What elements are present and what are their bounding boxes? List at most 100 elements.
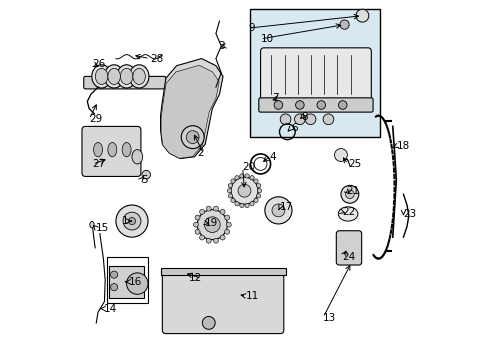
Circle shape	[323, 114, 333, 125]
Circle shape	[110, 284, 118, 291]
Text: 25: 25	[347, 159, 361, 169]
Circle shape	[234, 202, 239, 206]
Circle shape	[142, 170, 150, 179]
Ellipse shape	[93, 143, 102, 157]
Circle shape	[234, 176, 239, 180]
Circle shape	[126, 273, 148, 294]
Text: 19: 19	[205, 218, 218, 228]
FancyBboxPatch shape	[260, 48, 370, 105]
Ellipse shape	[120, 68, 133, 85]
Circle shape	[226, 222, 231, 227]
Circle shape	[227, 189, 231, 193]
Ellipse shape	[133, 68, 145, 85]
Circle shape	[253, 198, 258, 203]
Circle shape	[305, 114, 315, 125]
Circle shape	[334, 149, 346, 161]
Circle shape	[345, 190, 353, 199]
Text: 24: 24	[342, 252, 355, 262]
Text: 13: 13	[323, 312, 336, 323]
Circle shape	[206, 238, 211, 243]
Circle shape	[295, 101, 304, 109]
Circle shape	[181, 126, 203, 149]
Circle shape	[230, 179, 235, 183]
Circle shape	[199, 235, 204, 240]
Text: 23: 23	[403, 209, 416, 219]
Polygon shape	[160, 59, 223, 158]
Circle shape	[193, 222, 198, 227]
Text: 21: 21	[346, 186, 359, 196]
Text: 26: 26	[93, 59, 106, 69]
Circle shape	[195, 229, 200, 234]
Text: 14: 14	[103, 303, 117, 314]
Circle shape	[271, 204, 285, 217]
Circle shape	[228, 184, 232, 188]
Circle shape	[195, 215, 200, 220]
Text: 16: 16	[128, 277, 142, 287]
Circle shape	[206, 206, 211, 211]
Circle shape	[244, 203, 249, 208]
Circle shape	[238, 184, 250, 197]
Circle shape	[110, 271, 118, 278]
Circle shape	[316, 101, 325, 109]
Circle shape	[274, 101, 282, 109]
Ellipse shape	[95, 68, 108, 85]
Ellipse shape	[117, 65, 136, 88]
Bar	[107, 257, 148, 303]
Text: 3: 3	[218, 41, 224, 51]
Text: 9: 9	[247, 23, 254, 33]
Circle shape	[123, 212, 141, 230]
Ellipse shape	[122, 143, 131, 157]
Text: 28: 28	[149, 54, 163, 64]
Text: 7: 7	[271, 93, 278, 103]
Ellipse shape	[90, 221, 94, 228]
Circle shape	[239, 174, 244, 178]
Circle shape	[230, 198, 235, 203]
Text: 12: 12	[188, 273, 201, 283]
Ellipse shape	[108, 143, 117, 157]
FancyBboxPatch shape	[258, 98, 372, 112]
Circle shape	[224, 215, 229, 220]
Circle shape	[338, 101, 346, 109]
Bar	[249, 9, 380, 137]
Circle shape	[202, 316, 215, 329]
Ellipse shape	[338, 207, 357, 221]
Ellipse shape	[104, 65, 123, 88]
Text: 4: 4	[269, 152, 276, 162]
Circle shape	[116, 205, 148, 237]
FancyBboxPatch shape	[162, 269, 283, 334]
Circle shape	[220, 209, 224, 214]
Bar	[108, 266, 144, 298]
Circle shape	[253, 179, 258, 183]
Circle shape	[256, 184, 260, 188]
FancyBboxPatch shape	[83, 76, 165, 89]
Circle shape	[224, 229, 229, 234]
Circle shape	[199, 209, 204, 214]
Ellipse shape	[108, 68, 120, 85]
Circle shape	[249, 202, 254, 206]
Circle shape	[249, 176, 254, 180]
Circle shape	[340, 185, 358, 203]
Text: 5: 5	[141, 175, 147, 185]
Circle shape	[230, 177, 258, 204]
Text: 18: 18	[395, 141, 409, 151]
Text: 6: 6	[290, 123, 297, 133]
Circle shape	[197, 210, 227, 240]
Text: 1: 1	[122, 216, 128, 226]
Text: 15: 15	[96, 223, 109, 233]
Text: 8: 8	[301, 112, 307, 122]
FancyBboxPatch shape	[82, 126, 141, 176]
Circle shape	[239, 203, 244, 208]
Circle shape	[228, 194, 232, 198]
Text: 17: 17	[280, 202, 293, 212]
Text: 10: 10	[260, 34, 273, 44]
Ellipse shape	[129, 65, 149, 88]
Text: 2: 2	[196, 148, 203, 158]
Circle shape	[204, 217, 220, 233]
Circle shape	[186, 131, 199, 144]
Circle shape	[264, 197, 291, 224]
Circle shape	[257, 189, 261, 193]
Circle shape	[128, 217, 135, 225]
Circle shape	[220, 235, 224, 240]
Text: 29: 29	[89, 114, 102, 124]
FancyBboxPatch shape	[336, 231, 361, 265]
